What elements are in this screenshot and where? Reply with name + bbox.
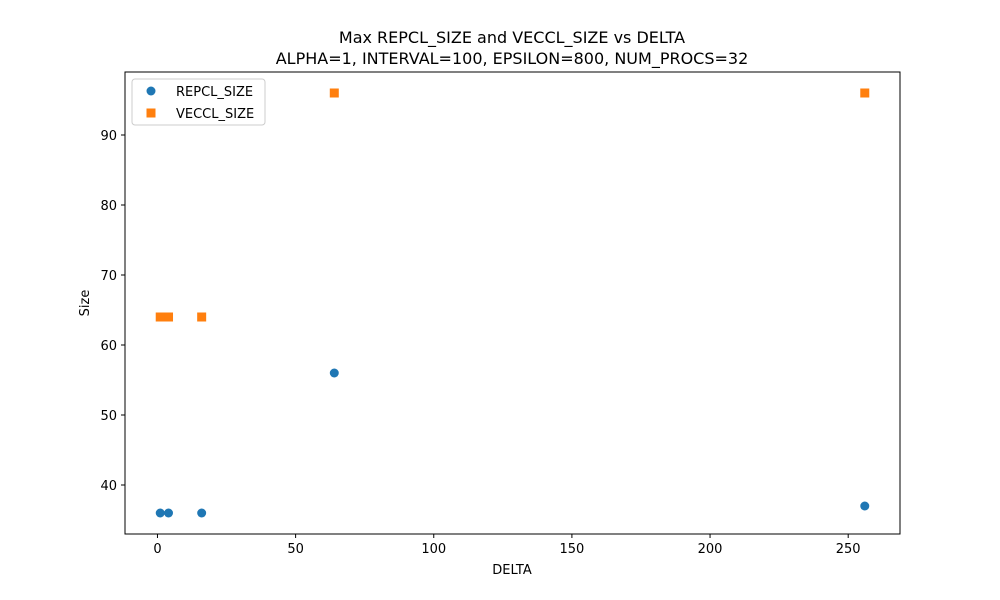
veccl-point (155, 312, 165, 322)
data-points (155, 88, 870, 518)
repcl-point (155, 508, 165, 518)
repcl-point (860, 501, 870, 511)
veccl-point (197, 312, 207, 322)
y-tick-label: 50 (100, 409, 117, 424)
veccl-point (860, 88, 870, 98)
veccl-point (329, 88, 339, 98)
repcl-point (197, 508, 207, 518)
axis-ticks: 0 50 100 150 200 250 40 50 60 70 80 90 (100, 129, 860, 557)
x-tick-label: 100 (421, 542, 446, 557)
x-axis-label: DELTA (492, 563, 532, 578)
chart-subtitle: ALPHA=1, INTERVAL=100, EPSILON=800, NUM_… (276, 49, 749, 69)
y-tick-label: 60 (100, 339, 117, 354)
y-tick-label: 90 (100, 129, 117, 144)
plot-frame (124, 71, 901, 535)
legend-marker-veccl (146, 108, 156, 118)
x-tick-label: 200 (698, 542, 723, 557)
chart-title: Max REPCL_SIZE and VECCL_SIZE vs DELTA (339, 28, 685, 48)
veccl-point (164, 312, 174, 322)
y-tick-label: 80 (100, 199, 117, 214)
legend-frame (131, 78, 266, 126)
x-tick-label: 0 (153, 542, 161, 557)
legend-marker-repcl (146, 86, 156, 96)
legend-label-veccl: VECCL_SIZE (176, 107, 254, 122)
legend-label-repcl: REPCL_SIZE (176, 85, 253, 100)
y-tick-label: 40 (100, 479, 117, 494)
x-tick-label: 250 (836, 542, 861, 557)
y-axis-label: Size (78, 290, 93, 317)
x-tick-label: 50 (287, 542, 304, 557)
x-tick-label: 150 (559, 542, 584, 557)
repcl-point (164, 508, 174, 518)
legend: REPCL_SIZE VECCL_SIZE (131, 78, 266, 126)
repcl-point (329, 368, 339, 378)
y-tick-label: 70 (100, 269, 117, 284)
